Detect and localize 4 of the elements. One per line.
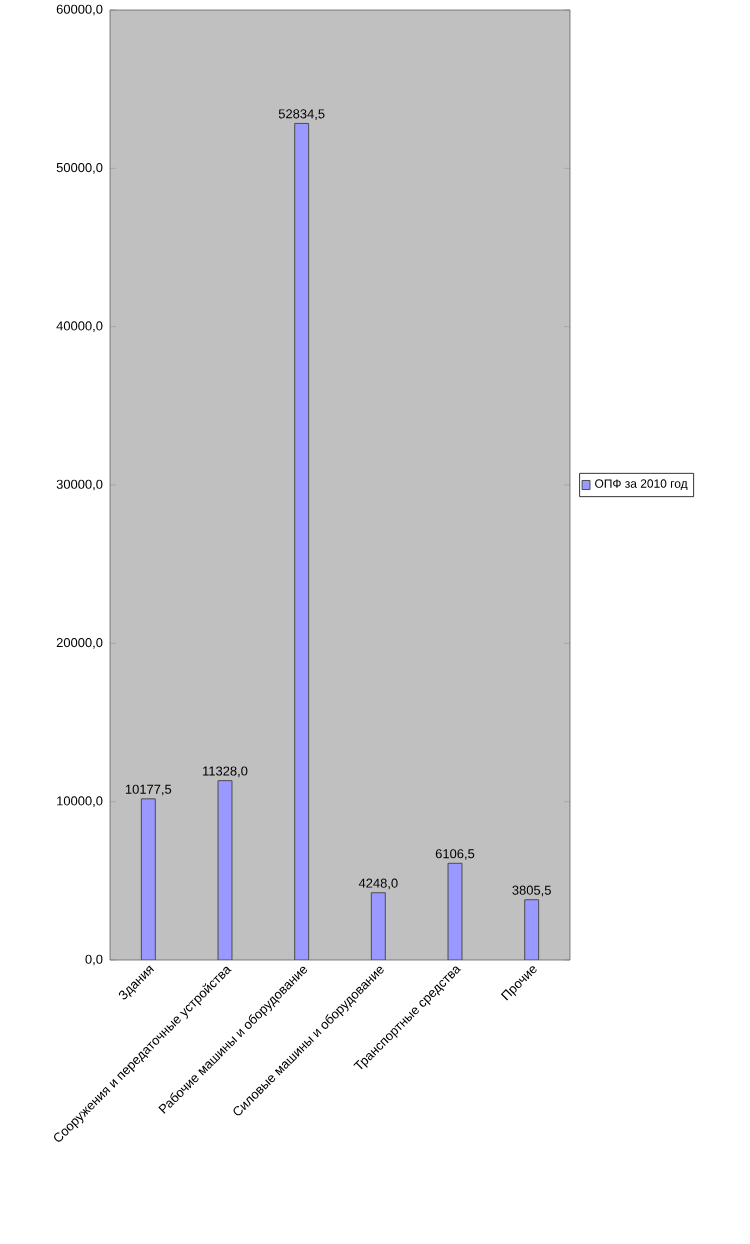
- bar: [524, 899, 540, 960]
- bar: [294, 122, 310, 960]
- bar: [370, 892, 386, 960]
- bar: [140, 798, 156, 960]
